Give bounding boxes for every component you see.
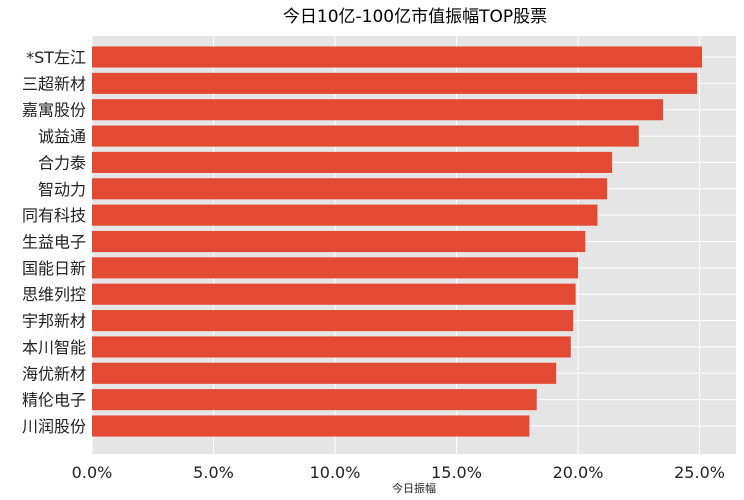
- bar: [92, 125, 639, 147]
- y-tick-label: 合力泰: [38, 153, 86, 172]
- y-tick-label: 三超新材: [22, 74, 86, 93]
- y-tick-label: 诚益通: [38, 127, 86, 146]
- y-tick-label: 宇邦新材: [22, 312, 86, 331]
- x-axis-label: 今日振幅: [392, 481, 436, 495]
- y-tick-label: 海优新材: [22, 364, 86, 383]
- y-tick-label: 思维列控: [22, 285, 86, 304]
- y-tick-label: 智动力: [38, 180, 86, 199]
- x-tick-labels: 0.0% 5.0% 10.0% 15.0% 20.0% 25.0%: [72, 463, 725, 482]
- x-tick-label: 20.0%: [553, 463, 604, 482]
- x-tick-label: 5.0%: [193, 463, 234, 482]
- x-tick-label: 25.0%: [674, 463, 725, 482]
- bar: [92, 389, 537, 411]
- bar: [92, 336, 571, 358]
- x-tick-label: 15.0%: [431, 463, 482, 482]
- bar: [92, 178, 608, 200]
- bar: [92, 72, 698, 94]
- x-tick-label: 0.0%: [72, 463, 113, 482]
- y-tick-label: 精伦电子: [22, 391, 86, 410]
- y-tick-label: *ST左江: [26, 48, 86, 67]
- y-tick-label: 川润股份: [22, 417, 86, 436]
- bars: [92, 46, 702, 437]
- bar: [92, 283, 576, 305]
- bar: [92, 204, 598, 226]
- bar: [92, 99, 664, 121]
- y-tick-label: 生益电子: [22, 233, 86, 252]
- y-tick-label: 嘉寓股份: [22, 101, 86, 120]
- chart-title: 今日10亿-100亿市值振幅TOP股票: [283, 7, 547, 27]
- bar: [92, 230, 586, 253]
- bar: [92, 257, 579, 279]
- x-tick-label: 10.0%: [310, 463, 361, 482]
- bar: [92, 46, 702, 68]
- y-tick-label: 国能日新: [22, 259, 86, 278]
- bar: [92, 415, 530, 437]
- y-tick-labels: *ST左江三超新材嘉寓股份诚益通合力泰智动力同有科技生益电子国能日新思维列控宇邦…: [22, 48, 86, 436]
- bar: [92, 310, 574, 332]
- bar: [92, 151, 613, 173]
- y-tick-label: 本川智能: [22, 338, 86, 357]
- y-tick-label: 同有科技: [22, 206, 86, 225]
- bar: [92, 362, 557, 384]
